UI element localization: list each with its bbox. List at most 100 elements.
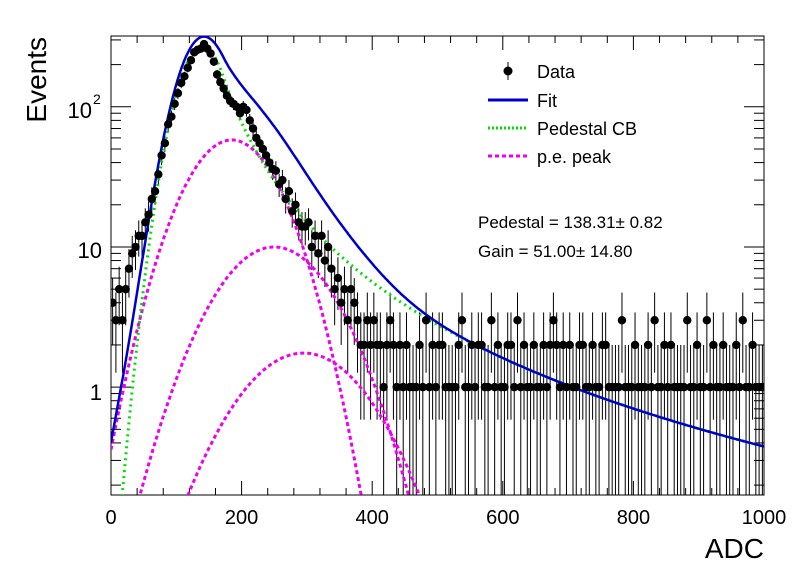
data-point	[718, 340, 728, 350]
data-point	[235, 109, 245, 118]
y-tick-label-100: 10	[68, 98, 92, 123]
pe-peak-curve-1	[111, 138, 363, 495]
data-point	[258, 144, 268, 154]
data-point	[412, 382, 421, 392]
legend-entry-data: Data	[503, 62, 576, 82]
data-point	[542, 382, 552, 392]
data-point	[660, 340, 669, 350]
data-point	[284, 186, 294, 196]
data-point	[170, 99, 179, 109]
data-point	[307, 242, 316, 252]
data-point	[376, 340, 385, 350]
data-point	[650, 316, 659, 325]
data-point	[627, 382, 636, 392]
pedestal-result: Pedestal = 138.31± 0.82	[478, 213, 663, 232]
data-point	[477, 340, 486, 350]
data-point	[320, 256, 330, 265]
data-point	[336, 298, 346, 307]
legend-label-pedestal: Pedestal CB	[537, 119, 637, 139]
x-tick-label-200: 200	[225, 507, 258, 529]
data-point	[323, 242, 333, 252]
data-point	[483, 382, 493, 392]
data-point	[536, 382, 545, 392]
data-point	[705, 382, 715, 392]
data-point	[219, 84, 228, 93]
data-point	[748, 340, 757, 350]
data-point	[663, 382, 672, 392]
data-point	[124, 264, 134, 273]
data-point	[141, 218, 150, 227]
fit-curve	[111, 36, 764, 448]
y-tick-labels: 1 10 10 2	[68, 91, 102, 405]
legend-entry-pe: p.e. peak	[488, 147, 612, 167]
data-point	[389, 340, 398, 350]
data-point	[679, 382, 689, 392]
data-point	[647, 382, 656, 392]
data-point	[131, 242, 140, 252]
data-point	[758, 382, 764, 392]
x-axis-label: ADC	[705, 533, 764, 564]
data-point	[745, 382, 754, 392]
pe-peak-curve-3	[186, 351, 421, 495]
data-point	[562, 382, 571, 392]
data-point	[614, 382, 623, 392]
y-tick-label-10: 10	[78, 238, 102, 263]
data-point	[216, 77, 225, 87]
data-point	[242, 105, 251, 115]
data-point	[147, 194, 157, 204]
data-point	[738, 316, 747, 325]
data-point	[549, 316, 558, 325]
x-tick-label-0: 0	[105, 507, 116, 529]
data-points	[111, 39, 764, 392]
legend-label-data: Data	[537, 62, 576, 82]
data-point	[346, 284, 356, 294]
data-point	[519, 340, 529, 350]
data-point	[702, 316, 712, 325]
data-point	[513, 316, 522, 325]
data-point	[594, 382, 604, 392]
data-point	[451, 382, 460, 392]
data-point	[350, 298, 359, 307]
data-point	[565, 340, 574, 350]
pedestal-cb-curve	[120, 44, 764, 495]
y-axis-label: Events	[21, 37, 52, 123]
data-point	[261, 151, 271, 160]
data-point	[304, 218, 313, 227]
data-point	[121, 284, 130, 294]
data-point	[209, 57, 219, 66]
data-point	[640, 382, 650, 392]
data-point	[111, 298, 117, 307]
data-point	[310, 231, 320, 241]
legend-entry-fit: Fit	[488, 91, 557, 111]
legend-entry-pedestal: Pedestal CB	[488, 119, 637, 139]
data-error-bars	[111, 40, 764, 495]
data-point	[545, 340, 555, 350]
data-point	[333, 273, 343, 283]
data-point	[369, 316, 379, 325]
fit-results: Pedestal = 138.31± 0.82 Gain = 51.00± 14…	[478, 213, 663, 261]
data-point	[399, 382, 408, 392]
data-point	[454, 340, 463, 350]
data-point	[643, 340, 653, 350]
data-point	[111, 316, 121, 325]
data-point	[601, 340, 610, 350]
data-point	[470, 382, 480, 392]
x-tick-labels: 0 200 400 600 800 1000	[105, 507, 786, 529]
data-point	[559, 340, 568, 350]
data-point	[379, 382, 388, 392]
data-point	[728, 382, 738, 392]
data-point	[382, 340, 392, 350]
data-point	[163, 120, 173, 129]
data-point	[552, 340, 561, 350]
data-point	[176, 78, 186, 88]
data-point	[555, 382, 565, 392]
legend-label-fit: Fit	[537, 91, 557, 111]
data-point	[735, 382, 744, 392]
data-point	[353, 316, 362, 325]
major-ticks	[110, 36, 765, 495]
data-point	[572, 382, 581, 392]
data-point	[666, 340, 676, 350]
data-point	[715, 382, 725, 392]
data-point	[457, 316, 467, 325]
data-point	[281, 194, 290, 204]
